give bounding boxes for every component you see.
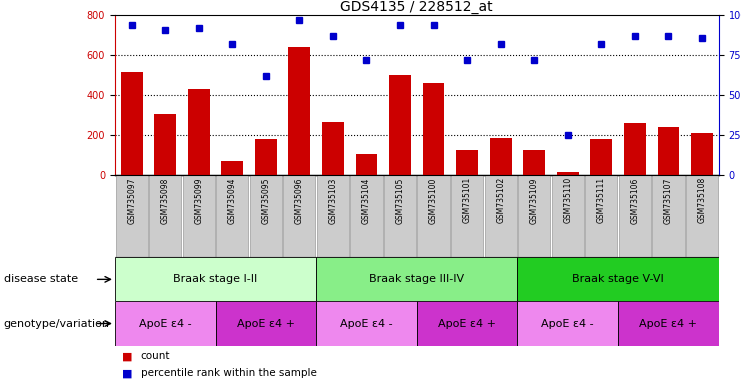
Bar bbox=[591, 139, 612, 175]
FancyBboxPatch shape bbox=[686, 175, 718, 257]
Text: GSM735110: GSM735110 bbox=[563, 177, 572, 223]
Bar bbox=[154, 114, 176, 175]
Text: GSM735105: GSM735105 bbox=[396, 177, 405, 223]
Text: ApoE ε4 -: ApoE ε4 - bbox=[340, 318, 393, 329]
Bar bbox=[222, 161, 243, 175]
Text: ApoE ε4 +: ApoE ε4 + bbox=[237, 318, 295, 329]
Text: count: count bbox=[141, 351, 170, 361]
FancyBboxPatch shape bbox=[317, 175, 349, 257]
Text: GSM735108: GSM735108 bbox=[697, 177, 706, 223]
Text: GSM735099: GSM735099 bbox=[194, 177, 203, 224]
Text: Braak stage III-IV: Braak stage III-IV bbox=[369, 274, 465, 285]
FancyBboxPatch shape bbox=[416, 301, 517, 346]
Text: disease state: disease state bbox=[4, 274, 78, 285]
Text: GSM735103: GSM735103 bbox=[328, 177, 337, 223]
FancyBboxPatch shape bbox=[417, 175, 450, 257]
Text: genotype/variation: genotype/variation bbox=[4, 318, 110, 329]
Text: GSM735102: GSM735102 bbox=[496, 177, 505, 223]
Text: GSM735107: GSM735107 bbox=[664, 177, 673, 223]
FancyBboxPatch shape bbox=[485, 175, 516, 257]
FancyBboxPatch shape bbox=[384, 175, 416, 257]
FancyBboxPatch shape bbox=[216, 301, 316, 346]
FancyBboxPatch shape bbox=[618, 301, 719, 346]
Text: GSM735106: GSM735106 bbox=[631, 177, 639, 223]
Text: GSM735097: GSM735097 bbox=[127, 177, 136, 224]
FancyBboxPatch shape bbox=[115, 257, 316, 301]
Text: GSM735101: GSM735101 bbox=[462, 177, 471, 223]
Bar bbox=[389, 75, 411, 175]
FancyBboxPatch shape bbox=[517, 301, 618, 346]
Bar bbox=[255, 139, 276, 175]
Text: GSM735100: GSM735100 bbox=[429, 177, 438, 223]
Bar bbox=[288, 47, 310, 175]
Bar bbox=[322, 122, 344, 175]
FancyBboxPatch shape bbox=[316, 257, 517, 301]
Bar bbox=[121, 72, 142, 175]
Bar bbox=[187, 89, 210, 175]
FancyBboxPatch shape bbox=[250, 175, 282, 257]
FancyBboxPatch shape bbox=[115, 301, 216, 346]
Text: ApoE ε4 -: ApoE ε4 - bbox=[542, 318, 594, 329]
Text: ■: ■ bbox=[122, 368, 133, 378]
Title: GDS4135 / 228512_at: GDS4135 / 228512_at bbox=[341, 0, 493, 14]
Bar bbox=[657, 127, 679, 175]
Text: GSM735111: GSM735111 bbox=[597, 177, 606, 223]
Text: GSM735094: GSM735094 bbox=[227, 177, 237, 224]
Text: ApoE ε4 +: ApoE ε4 + bbox=[438, 318, 496, 329]
Text: Braak stage I-II: Braak stage I-II bbox=[173, 274, 258, 285]
Text: ■: ■ bbox=[122, 351, 133, 361]
Text: GSM735096: GSM735096 bbox=[295, 177, 304, 224]
Bar bbox=[490, 138, 511, 175]
Text: percentile rank within the sample: percentile rank within the sample bbox=[141, 368, 316, 378]
FancyBboxPatch shape bbox=[149, 175, 182, 257]
Text: GSM735098: GSM735098 bbox=[161, 177, 170, 223]
Text: Braak stage V-VI: Braak stage V-VI bbox=[572, 274, 664, 285]
FancyBboxPatch shape bbox=[619, 175, 651, 257]
Bar bbox=[523, 150, 545, 175]
Bar bbox=[456, 150, 478, 175]
FancyBboxPatch shape bbox=[182, 175, 215, 257]
Bar bbox=[557, 172, 579, 175]
FancyBboxPatch shape bbox=[316, 301, 416, 346]
FancyBboxPatch shape bbox=[116, 175, 147, 257]
FancyBboxPatch shape bbox=[350, 175, 382, 257]
Text: GSM735104: GSM735104 bbox=[362, 177, 371, 223]
Bar bbox=[624, 123, 646, 175]
Text: ApoE ε4 +: ApoE ε4 + bbox=[639, 318, 697, 329]
Bar bbox=[422, 83, 445, 175]
FancyBboxPatch shape bbox=[518, 175, 551, 257]
Bar bbox=[356, 154, 377, 175]
Text: ApoE ε4 -: ApoE ε4 - bbox=[139, 318, 191, 329]
FancyBboxPatch shape bbox=[585, 175, 617, 257]
FancyBboxPatch shape bbox=[552, 175, 584, 257]
FancyBboxPatch shape bbox=[652, 175, 685, 257]
FancyBboxPatch shape bbox=[517, 257, 719, 301]
Bar bbox=[691, 133, 713, 175]
FancyBboxPatch shape bbox=[283, 175, 316, 257]
FancyBboxPatch shape bbox=[216, 175, 248, 257]
FancyBboxPatch shape bbox=[451, 175, 483, 257]
Text: GSM735109: GSM735109 bbox=[530, 177, 539, 223]
Text: GSM735095: GSM735095 bbox=[262, 177, 270, 224]
